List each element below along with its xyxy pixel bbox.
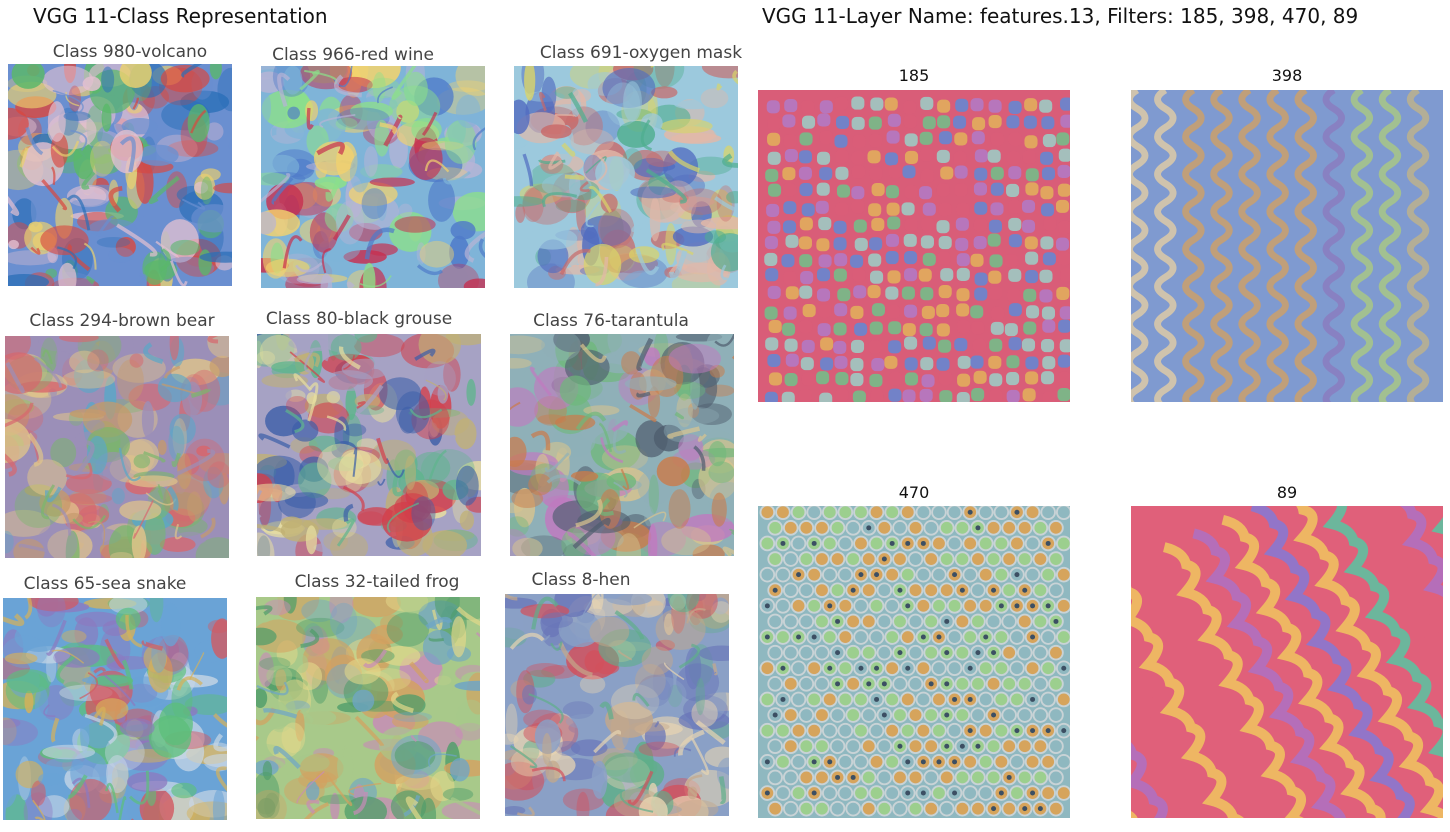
class-image-red-wine [261, 66, 485, 288]
class-caption-tarantula: Class 76-tarantula [533, 311, 689, 331]
class-image-brown-bear [5, 336, 229, 558]
class-image-volcano [8, 64, 232, 286]
class-caption-tailed-frog: Class 32-tailed frog [294, 572, 460, 592]
class-caption-sea-snake: Class 65-sea snake [23, 574, 187, 594]
class-caption-brown-bear: Class 294-brown bear [29, 311, 215, 331]
class-image-black-grouse [257, 334, 481, 556]
filter-image-470 [758, 506, 1070, 818]
class-caption-red-wine: Class 966-red wine [272, 45, 434, 65]
right-panel-title: VGG 11-Layer Name: features.13, Filters:… [762, 4, 1359, 28]
class-image-hen [505, 594, 729, 816]
class-caption-volcano: Class 980-volcano [52, 42, 208, 62]
left-panel-title: VGG 11-Class Representation [33, 4, 328, 28]
filter-caption-185: 185 [898, 66, 930, 85]
class-caption-oxygen-mask: Class 691-oxygen mask [539, 43, 743, 63]
class-image-tarantula [510, 334, 734, 556]
class-caption-hen: Class 8-hen [531, 570, 631, 590]
class-caption-black-grouse: Class 80-black grouse [265, 309, 453, 329]
filter-image-185 [758, 90, 1070, 402]
filter-caption-398: 398 [1271, 66, 1303, 85]
filter-image-398 [1131, 90, 1443, 402]
class-image-sea-snake [3, 598, 227, 820]
filter-caption-89: 89 [1276, 483, 1298, 502]
filter-caption-470: 470 [898, 483, 930, 502]
class-image-oxygen-mask [514, 66, 738, 288]
class-image-tailed-frog [256, 597, 480, 819]
filter-image-89 [1131, 506, 1443, 818]
